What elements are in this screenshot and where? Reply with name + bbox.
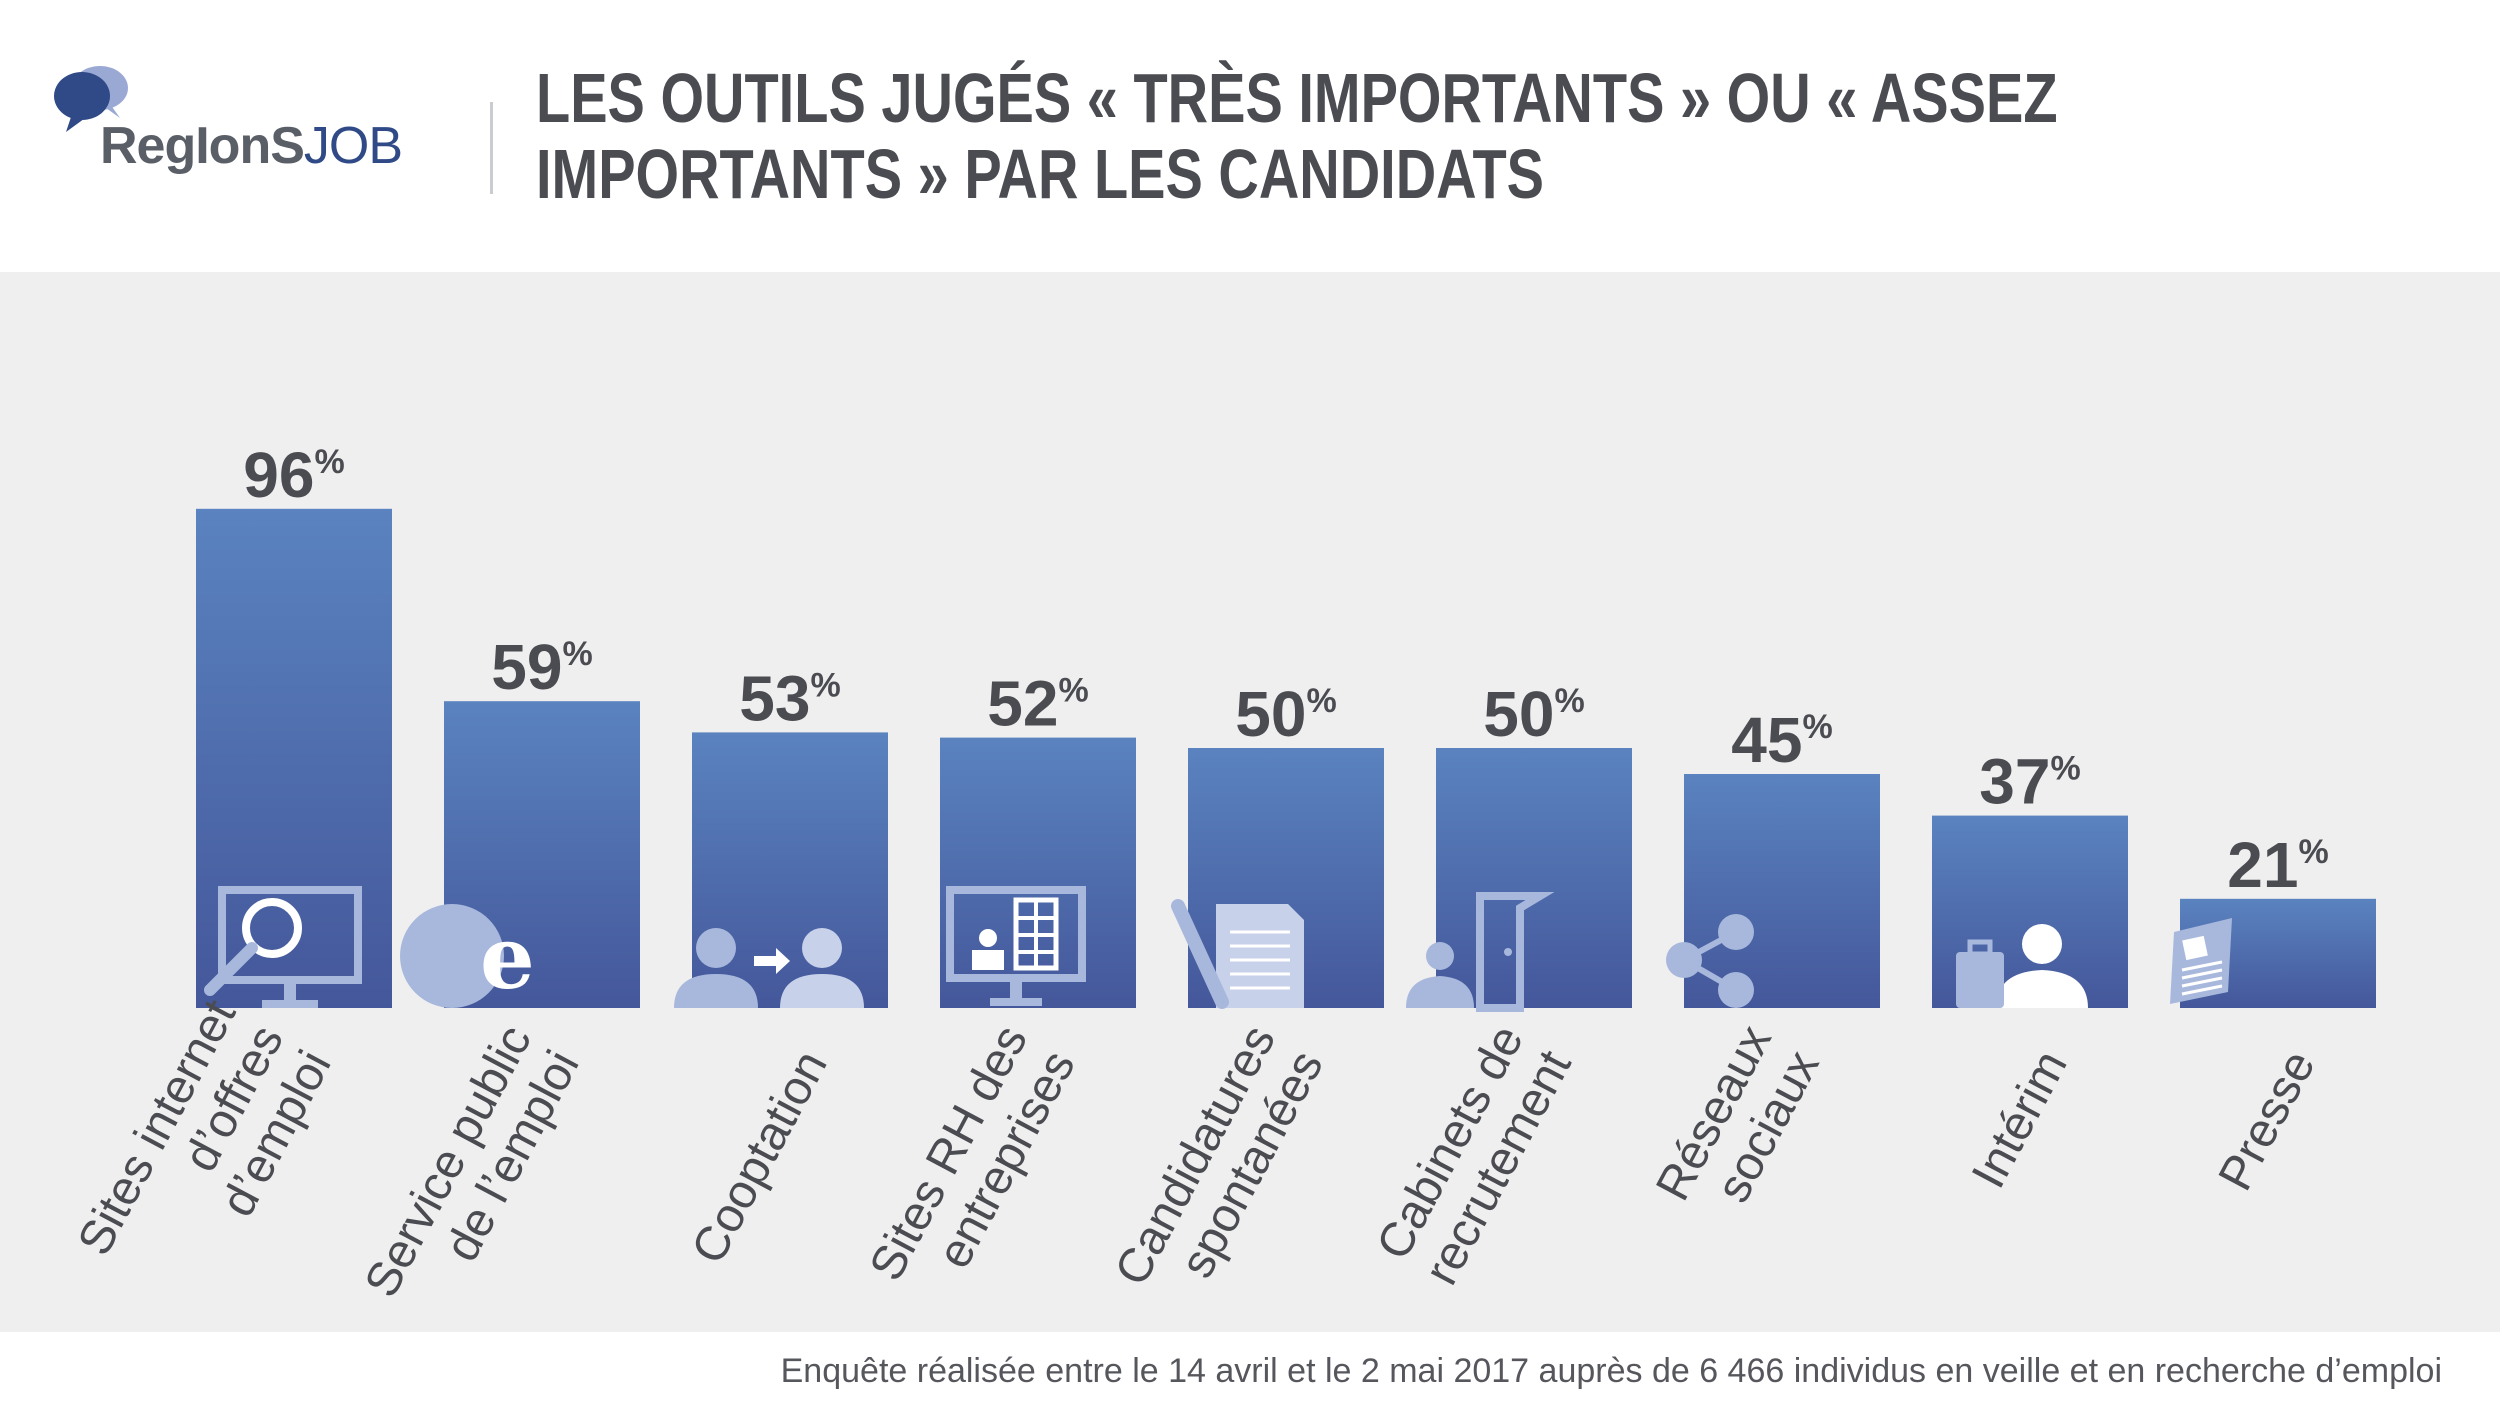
- value-label-7: 45%: [1731, 704, 1832, 776]
- regionsjob-logo: [54, 66, 128, 132]
- bar-6: [1436, 748, 1632, 1008]
- logo-wordmark-accent: JOB: [303, 117, 403, 175]
- footnote: Enquête réalisée entre le 14 avril et le…: [780, 1352, 2442, 1390]
- logo-wordmark: RegIonSJOB: [100, 116, 403, 176]
- header-divider: [490, 102, 493, 194]
- monitor-building-icon: [946, 886, 1086, 1006]
- category-label-8: Intérim: [1962, 1042, 2078, 1196]
- category-label-1: Sites internetd’offresd’emploi: [68, 992, 342, 1315]
- category-label-9: Presse: [2209, 1042, 2326, 1199]
- category-label-7: Réseauxsociaux: [1646, 1017, 1829, 1235]
- share-network-icon: [1666, 914, 1754, 1008]
- monitor-search-icon: [204, 886, 362, 1008]
- category-label-4: Sites RH desentreprises: [860, 1017, 1086, 1315]
- category-label-2: Service publicde l’emploi: [355, 1017, 590, 1331]
- category-label-5: Candidaturesspontanées: [1105, 1017, 1334, 1319]
- value-label-9: 21%: [2227, 829, 2328, 901]
- value-label-6: 50%: [1483, 678, 1584, 750]
- worker-briefcase-icon: [1956, 924, 2088, 1008]
- header: RegIonSJOB LES OUTILS JUGÉS « TRÈS IMPOR…: [0, 0, 2500, 272]
- value-label-4: 52%: [987, 668, 1088, 740]
- category-label-6: Cabinets derecrutement: [1367, 1017, 1582, 1293]
- chart-title: LES OUTILS JUGÉS « TRÈS IMPORTANTS » OU …: [536, 59, 2058, 213]
- value-label-5: 50%: [1235, 678, 1336, 750]
- newspaper-icon: [2170, 918, 2232, 1004]
- logo-wordmark-main: RegIonS: [100, 117, 305, 175]
- referral-people-icon: [674, 928, 864, 1008]
- pen-document-icon: [1171, 899, 1304, 1009]
- e-letter-icon: e: [400, 904, 535, 1009]
- bar-chart: e 96% 59% 53% 52% 50% 50% 45% 37% 21% Sites inte…: [68, 439, 2376, 1331]
- door-person-icon: [1406, 892, 1555, 1012]
- value-label-1: 96%: [243, 439, 344, 511]
- svg-text:e: e: [480, 908, 535, 1009]
- value-label-3: 53%: [739, 662, 840, 734]
- value-label-2: 59%: [491, 631, 592, 703]
- chart-title-line2: IMPORTANTS » PAR LES CANDIDATS: [536, 135, 1545, 213]
- bar-7: [1684, 774, 1880, 1008]
- value-label-8: 37%: [1979, 746, 2080, 818]
- category-label-3: Cooptation: [682, 1042, 838, 1272]
- chart-title-line1: LES OUTILS JUGÉS « TRÈS IMPORTANTS » OU …: [536, 59, 2058, 137]
